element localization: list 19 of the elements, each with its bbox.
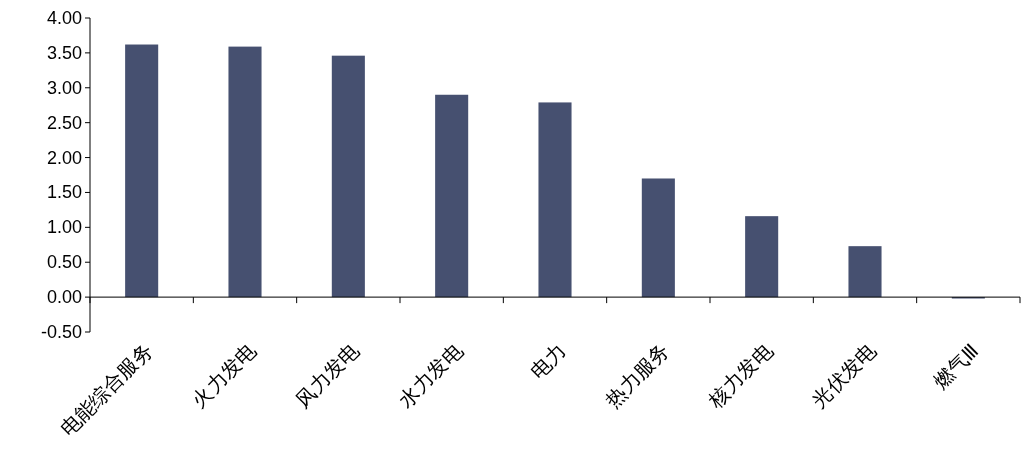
x-tick-label: 水力发电: [394, 339, 467, 412]
y-tick-label: 0.00: [46, 287, 82, 308]
y-tick-label: 0.50: [46, 252, 82, 273]
x-tick-label: 风力发电: [291, 339, 364, 412]
x-tick-label: 核力发电: [703, 339, 777, 413]
y-tick-label: 3.00: [46, 77, 82, 98]
x-tick-label: 光伏发电: [807, 339, 880, 412]
x-tick-label: 火力发电: [187, 339, 260, 412]
y-tick-label: 2.00: [46, 147, 82, 168]
y-tick-label: 1.50: [46, 182, 82, 203]
y-tick-label: 1.00: [46, 217, 82, 238]
y-tick-label: 2.50: [46, 112, 82, 133]
y-tick-label: 4.00: [46, 8, 82, 28]
x-tick-label: 电力: [525, 339, 570, 384]
x-tick-label: 热力服务: [601, 339, 674, 412]
y-tick-label: -0.50: [40, 322, 82, 342]
x-tick-label: 电能综合服务: [56, 339, 157, 440]
y-tick-label: 3.50: [46, 42, 82, 63]
x-tick-label: 燃气Ⅲ: [929, 339, 984, 394]
